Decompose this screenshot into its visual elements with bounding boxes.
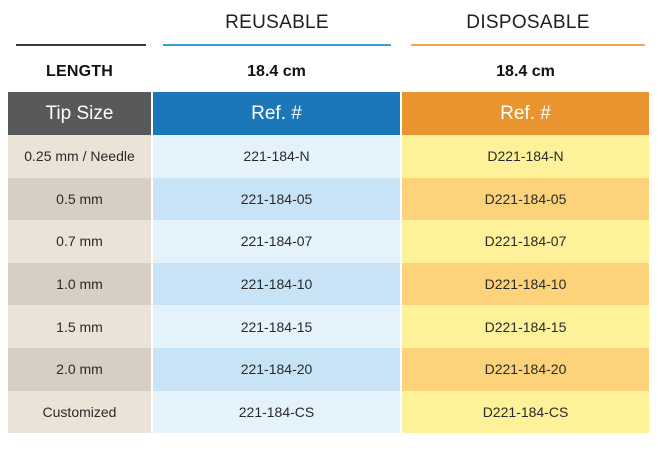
disposable-ref-cell: D221-184-CS [401, 390, 649, 434]
divider-line-disposable [411, 44, 645, 46]
reusable-column-title: REUSABLE [225, 12, 329, 33]
disposable-ref-cell: D221-184-N [401, 135, 649, 178]
reusable-ref-cell: 221-184-07 [152, 220, 402, 263]
reusable-ref-cell: 221-184-20 [152, 347, 402, 391]
tip-size-cell: 1.0 mm [8, 262, 153, 306]
header-ref-disposable: Ref. # [401, 92, 649, 135]
table-header-row: Tip Size Ref. # Ref. # [8, 92, 649, 135]
length-label: LENGTH [46, 63, 113, 80]
disposable-ref-cell: D221-184-20 [401, 347, 649, 391]
tip-size-cell: 1.5 mm [8, 305, 153, 348]
reference-table: Tip Size Ref. # Ref. # 0.25 mm / Needle … [8, 92, 649, 434]
divider-line-tip [16, 44, 146, 46]
table-row: 1.0 mm 221-184-10 D221-184-10 [8, 262, 649, 306]
table-row: 1.5 mm 221-184-15 D221-184-15 [8, 305, 649, 348]
table-row: 0.25 mm / Needle 221-184-N D221-184-N [8, 135, 649, 178]
table-row: 2.0 mm 221-184-20 D221-184-20 [8, 347, 649, 391]
disposable-ref-cell: D221-184-05 [401, 177, 649, 221]
table-row: 0.5 mm 221-184-05 D221-184-05 [8, 177, 649, 221]
length-value-reusable: 18.4 cm [247, 63, 306, 80]
reusable-ref-cell: 221-184-CS [152, 390, 402, 434]
disposable-ref-cell: D221-184-07 [401, 220, 649, 263]
disposable-column-title: DISPOSABLE [466, 12, 590, 33]
reusable-ref-cell: 221-184-10 [152, 262, 402, 306]
reusable-ref-cell: 221-184-N [152, 135, 402, 178]
disposable-ref-cell: D221-184-10 [401, 262, 649, 306]
tip-size-cell: 0.7 mm [8, 220, 153, 263]
column-group-headers: REUSABLE DISPOSABLE [0, 0, 658, 50]
tip-size-cell: 0.25 mm / Needle [8, 135, 153, 178]
length-row: LENGTH 18.4 cm 18.4 cm [0, 58, 658, 88]
header-tip-size: Tip Size [8, 92, 153, 135]
tip-size-cell: 0.5 mm [8, 177, 153, 221]
divider-line-reusable [163, 44, 391, 46]
reusable-ref-cell: 221-184-05 [152, 177, 402, 221]
tip-size-cell: Customized [8, 390, 153, 434]
table-row: Customized 221-184-CS D221-184-CS [8, 390, 649, 434]
tip-size-cell: 2.0 mm [8, 347, 153, 391]
length-value-disposable: 18.4 cm [496, 63, 555, 80]
reusable-ref-cell: 221-184-15 [152, 305, 402, 348]
header-ref-reusable: Ref. # [152, 92, 402, 135]
table-row: 0.7 mm 221-184-07 D221-184-07 [8, 220, 649, 263]
disposable-ref-cell: D221-184-15 [401, 305, 649, 348]
